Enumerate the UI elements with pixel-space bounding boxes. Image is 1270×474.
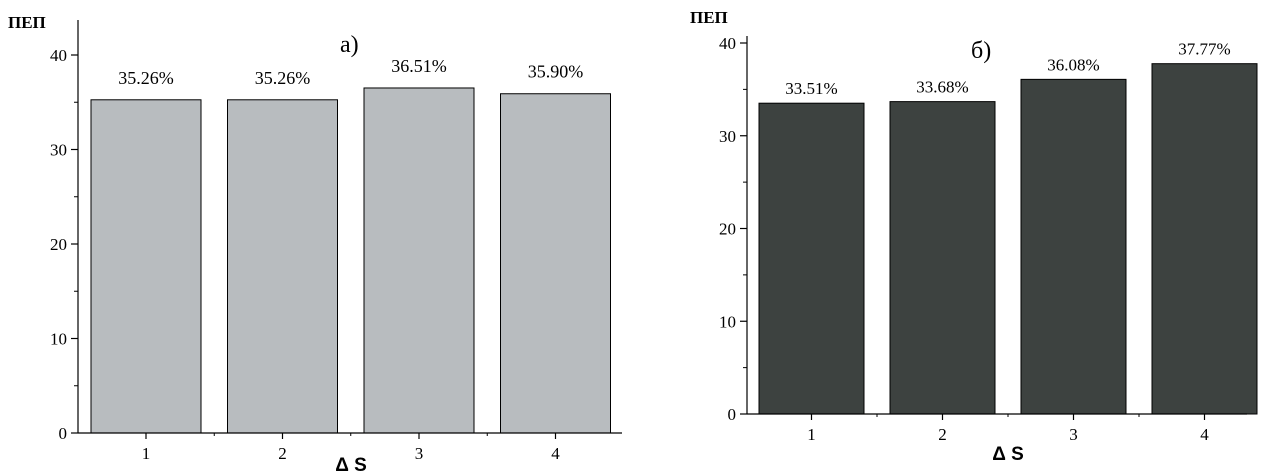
data-label-group: 35.26% 35.26% 36.51% 35.90% (118, 56, 583, 88)
y-tick-label: 0 (59, 424, 68, 443)
y-tick-label: 10 (719, 312, 736, 331)
panel-a: ПЕП а) 35.26% 35.26% 36.51% 35.90% 0 10 20 30 4… (8, 13, 622, 474)
y-tick-label: 10 (50, 330, 67, 349)
data-label: 35.90% (528, 62, 584, 82)
bar (227, 99, 338, 434)
x-tick-group: 1 2 3 4 (142, 433, 560, 463)
x-tick-label: 2 (278, 444, 287, 463)
y-tick-group: 0 10 20 30 40 (719, 34, 747, 424)
x-tick-label: 4 (1200, 425, 1209, 444)
x-tick-group: 1 2 3 4 (807, 414, 1209, 444)
ylabel: ПЕП (8, 13, 46, 32)
data-label: 33.51% (785, 79, 837, 98)
y-tick-label: 20 (719, 220, 736, 239)
bar (1151, 63, 1258, 415)
data-label: 36.51% (391, 56, 447, 76)
x-tick-label: 2 (938, 425, 947, 444)
y-tick-label: 0 (728, 405, 737, 424)
bar (889, 101, 996, 415)
bar-group (758, 63, 1258, 415)
data-label: 33.68% (916, 78, 968, 97)
x-tick-label: 1 (142, 444, 151, 463)
data-label-group: 33.51% 33.68% 36.08% 37.77% (785, 40, 1230, 99)
bar (1020, 78, 1127, 415)
x-tick-label: 3 (1069, 425, 1078, 444)
data-label: 35.26% (255, 68, 311, 88)
x-tick-label: 3 (415, 444, 424, 463)
y-tick-label: 20 (50, 235, 67, 254)
y-tick-label: 40 (50, 46, 67, 65)
y-tick-group: 0 10 20 30 40 (50, 46, 78, 443)
ylabel: ПЕП (690, 8, 728, 27)
bar-group (90, 87, 611, 434)
x-tick-label: 1 (807, 425, 816, 444)
data-label: 37.77% (1178, 40, 1230, 59)
y-tick-label: 40 (719, 34, 736, 53)
y-tick-label: 30 (719, 127, 736, 146)
data-label: 35.26% (118, 68, 174, 88)
y-tick-label: 30 (50, 141, 67, 160)
x-tick-label: 4 (551, 444, 560, 463)
panel-label: б) (971, 38, 991, 64)
panel-b: ПЕП б) 33.51% 33.68% 36.08% 37.77% 0 10 20 30 4… (690, 8, 1258, 465)
bar (500, 93, 611, 434)
panel-label: а) (340, 32, 359, 58)
xlabel: Δ S (335, 455, 367, 474)
bar (758, 102, 865, 415)
bar (90, 99, 202, 434)
xlabel: Δ S (992, 444, 1024, 465)
data-label: 36.08% (1047, 55, 1099, 74)
bar (363, 87, 475, 434)
